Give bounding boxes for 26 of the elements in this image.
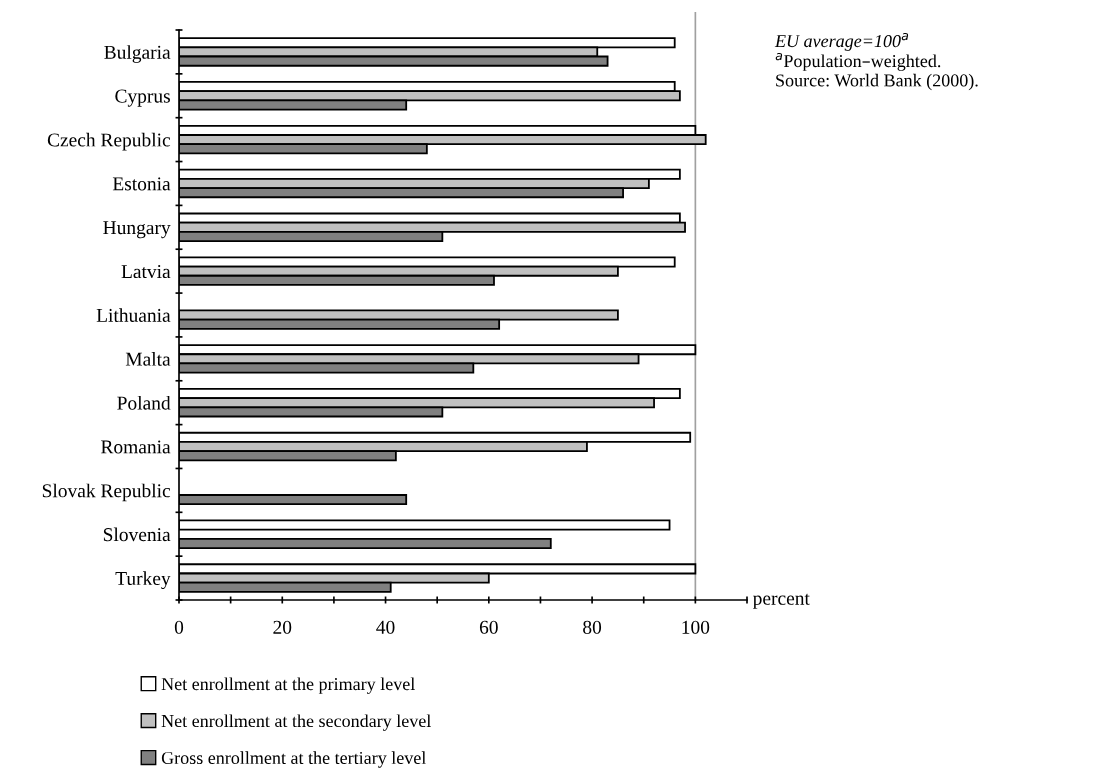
text: $^{a}$Population–weighted. <box>775 52 941 71</box>
x-axis-title: percent <box>752 593 810 609</box>
x-tick-label: 20 <box>273 620 292 634</box>
legend-label: Gross enrollment at the tertiary level <box>161 751 426 768</box>
y-tick-label: Malta <box>125 352 171 366</box>
x-tick-label: 0 <box>174 620 184 634</box>
y-tick-label: Romania <box>101 440 171 454</box>
y-tick-label: Slovenia <box>103 527 171 542</box>
x-tick-label: 100 <box>682 620 710 634</box>
y-tick-label: Poland <box>117 395 171 410</box>
y-tick-label: Bulgaria <box>104 45 171 63</box>
source-note: Source: World Bank (2000). <box>776 73 978 91</box>
x-tick-label: 80 <box>583 620 602 634</box>
y-tick-label: Hungary <box>103 221 171 239</box>
x-tick-label: 60 <box>479 620 498 634</box>
y-tick-label: Slovak Republic <box>42 483 171 502</box>
y-tick-label: Czech Republic <box>47 132 171 151</box>
text: EU average=100$^{a}$ <box>774 32 909 51</box>
y-tick-label: Estonia <box>112 177 171 191</box>
legend-label: Net enrollment at the primary level <box>161 677 415 694</box>
y-tick-label: Cyprus <box>115 89 170 107</box>
y-tick-label: Lithuania <box>96 308 171 322</box>
y-tick-label: Turkey <box>115 571 171 590</box>
legend-label: Net enrollment at the secondary level <box>161 714 431 731</box>
y-tick-label: Latvia <box>121 265 171 279</box>
x-tick-label: 40 <box>376 620 395 634</box>
